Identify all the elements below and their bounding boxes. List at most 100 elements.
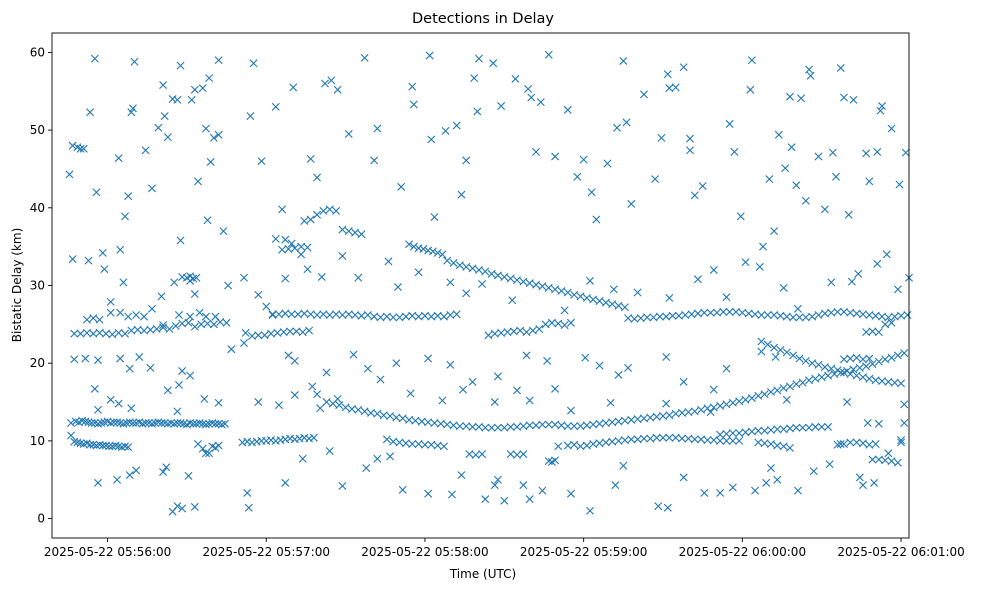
data-point xyxy=(254,331,263,340)
data-point xyxy=(839,93,848,102)
data-point xyxy=(84,256,93,265)
data-point xyxy=(657,133,666,142)
data-point xyxy=(124,312,133,321)
data-point xyxy=(725,307,734,316)
data-point xyxy=(544,283,553,292)
data-point xyxy=(178,504,187,513)
data-point xyxy=(785,443,794,452)
data-point xyxy=(576,292,585,301)
data-point xyxy=(690,191,699,200)
data-point xyxy=(362,464,371,473)
data-point xyxy=(351,228,360,237)
data-point xyxy=(440,442,448,451)
data-point xyxy=(338,225,347,234)
data-point xyxy=(81,417,90,426)
data-point xyxy=(709,385,718,394)
data-point xyxy=(609,285,618,294)
data-point xyxy=(201,420,210,429)
data-point xyxy=(825,460,834,469)
data-point xyxy=(108,442,117,451)
data-point xyxy=(798,378,807,387)
data-point xyxy=(125,364,134,373)
data-point xyxy=(203,216,212,225)
data-point xyxy=(220,419,229,428)
data-point xyxy=(262,302,271,311)
data-point xyxy=(500,496,509,505)
data-point xyxy=(452,310,461,319)
data-point xyxy=(198,84,207,93)
data-point xyxy=(608,300,617,309)
data-point xyxy=(338,251,347,260)
data-point xyxy=(820,363,829,372)
data-point xyxy=(747,56,756,65)
data-point xyxy=(386,412,395,421)
data-point xyxy=(700,308,709,317)
data-point xyxy=(543,356,552,365)
data-point xyxy=(241,328,250,337)
data-point xyxy=(766,387,775,396)
data-point xyxy=(770,227,779,236)
data-point xyxy=(332,206,341,215)
data-point xyxy=(735,436,744,445)
data-point xyxy=(214,56,223,65)
data-point xyxy=(171,321,180,330)
data-point xyxy=(298,328,307,337)
data-point xyxy=(566,489,575,498)
data-point xyxy=(493,423,502,432)
data-point xyxy=(363,364,372,373)
data-point xyxy=(303,265,312,274)
data-point xyxy=(360,407,369,416)
data-point xyxy=(686,146,694,155)
data-point xyxy=(370,156,379,165)
data-point xyxy=(341,403,350,412)
data-point xyxy=(668,311,677,320)
data-point xyxy=(201,449,210,458)
data-point xyxy=(92,188,101,197)
data-point xyxy=(290,391,299,400)
data-point xyxy=(206,157,215,166)
data-point xyxy=(551,384,560,393)
data-point xyxy=(792,423,801,432)
data-point xyxy=(489,59,498,68)
data-point xyxy=(457,190,466,199)
data-point xyxy=(119,419,128,428)
chart-title: Detections in Delay xyxy=(412,11,554,27)
y-tick-label: 60 xyxy=(30,45,45,59)
data-point xyxy=(544,420,553,429)
data-point xyxy=(513,386,521,395)
data-point xyxy=(290,244,299,253)
data-point xyxy=(755,262,764,271)
data-point xyxy=(446,360,455,369)
data-point xyxy=(897,436,906,445)
data-point xyxy=(111,441,120,450)
data-point xyxy=(325,446,334,455)
data-point xyxy=(462,262,471,271)
data-point xyxy=(317,272,326,281)
data-point xyxy=(297,250,306,259)
data-point xyxy=(198,444,207,453)
data-point xyxy=(730,147,739,156)
data-point xyxy=(679,473,688,482)
data-point xyxy=(771,352,780,361)
data-point xyxy=(522,328,531,337)
data-point xyxy=(121,329,129,338)
data-point xyxy=(344,227,353,236)
data-point xyxy=(865,374,874,383)
data-point xyxy=(68,141,77,150)
data-point xyxy=(420,440,429,449)
data-point xyxy=(801,196,810,205)
data-point xyxy=(722,400,731,409)
data-point xyxy=(722,364,731,373)
data-point xyxy=(619,461,628,470)
data-point xyxy=(222,318,231,327)
data-point xyxy=(106,297,115,306)
data-point xyxy=(754,391,763,400)
data-point xyxy=(397,182,406,191)
y-tick-label: 30 xyxy=(30,279,45,293)
data-point xyxy=(68,255,77,264)
y-tick-label: 10 xyxy=(30,434,45,448)
data-point xyxy=(741,258,750,267)
data-point xyxy=(728,429,737,438)
data-point xyxy=(163,133,172,142)
x-tick-label: 2025-05-22 05:56:00 xyxy=(44,545,171,559)
